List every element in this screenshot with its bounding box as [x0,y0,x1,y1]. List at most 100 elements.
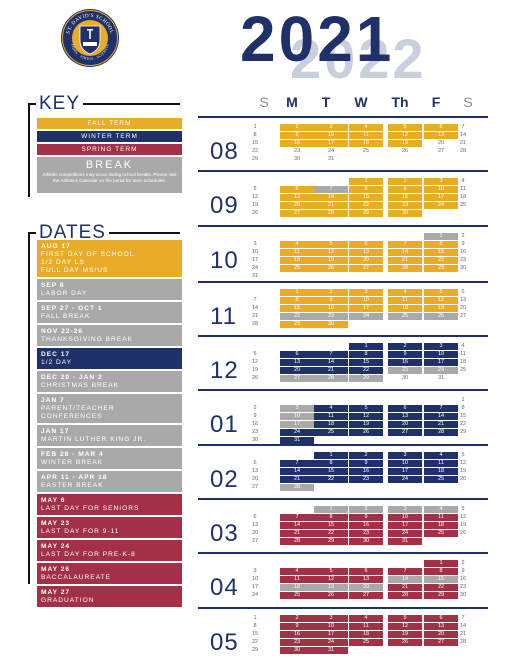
calendar-day: 14 [314,194,348,201]
calendar-day: 7 [388,568,422,575]
calendar-day: 29 [424,592,458,599]
calendar-day: 16 [349,468,383,475]
calendar-day: 13 [280,359,314,366]
date-entry: SEP 6 LABOR DAY [37,279,182,300]
date-entry-date: FEB 28 - MAR 4 [41,451,104,458]
calendar-day: 13 [424,623,458,630]
calendar-day: 17 [388,468,422,475]
calendar-day: 30 [388,210,422,217]
calendar-day: 28 [388,592,422,599]
calendar-day: 5 [253,351,257,357]
calendar-day: 27 [280,210,314,217]
calendar-day: 28 [280,484,314,491]
calendar-day: 1 [253,124,257,130]
calendar-day: 24 [424,367,458,374]
calendar-day: 27 [424,639,458,646]
calendar-day: 4 [424,452,458,459]
calendar-day: 15 [251,631,259,637]
calendar-day: 16 [314,305,348,312]
date-entry-date: DEC 17 [41,351,71,358]
calendar-day: 17 [424,359,458,366]
calendar-day: 23 [349,530,383,537]
month-block: 05 1 2 3 4 5 6 7 8 9 10 11 12 13 14 15 16 17 18 19 20 21 22 23 2… [198,607,488,659]
calendar-day: 29 [314,538,348,545]
calendar-day: 8 [253,132,257,138]
calendar-day: 12 [424,297,458,304]
calendar-day: 18 [388,305,422,312]
month-block: 02 1 2 3 4 5 6 7 8 9 10 11 12 13 14 15 16 17 18 19 20 21 22 23 2… [198,444,488,496]
calendar-day: 9 [314,297,348,304]
calendar-day: 11 [424,460,458,467]
calendar-day: 11 [314,413,348,420]
calendar-day: 14 [314,359,348,366]
calendar-day: 22 [349,367,383,374]
month-number: 02 [210,466,239,493]
calendar-day: 14 [280,468,314,475]
calendar-day: 12 [459,514,467,520]
calendar-day: 25 [314,429,348,436]
calendar-day: 17 [314,140,348,147]
calendar-day: 21 [459,140,467,146]
calendar-day: 2 [388,343,422,350]
month-divider [198,225,488,227]
calendar-day: 27 [388,429,422,436]
calendar-day: 22 [251,639,259,645]
calendar-day: 7 [280,514,314,521]
calendar-day: 18 [459,194,467,200]
calendar-day: 8 [424,241,458,248]
calendar-day: 1 [349,343,383,350]
calendar-day: 27 [349,265,383,272]
month-block: 10 1 2 3 4 5 6 7 8 9 10 11 12 13 14 15 16 17 18 19 20 21 22 23 2… [198,225,488,279]
calendar-day: 22 [424,257,458,264]
calendar-day: 18 [280,257,314,264]
calendar-day: 18 [314,421,348,428]
calendar-day: 6 [253,460,257,466]
calendar-day: 7 [461,124,465,130]
calendar-day: 27 [251,484,259,490]
calendar-day: 4 [461,178,465,184]
calendar-day: 7 [388,241,422,248]
calendar-day: 11 [349,623,383,630]
date-entry-label: FALL BREAK [41,313,91,320]
calendar-day: 21 [388,257,422,264]
calendar-day: 14 [388,249,422,256]
calendar-day: 10 [424,351,458,358]
calendar-day: 23 [388,367,422,374]
month-divider [198,552,488,554]
calendar-day: 12 [459,460,467,466]
weekday-label: F [431,94,441,110]
date-entry: NOV 22-26 THANKSGIVING BREAK [37,325,182,346]
calendar-day: 21 [280,476,314,483]
calendar-day: 19 [349,421,383,428]
date-entry-label: THANKSGIVING BREAK [41,336,134,343]
date-entry-label: GRADUATION [41,597,95,604]
calendar-day: 20 [349,584,383,591]
calendar-day: 20 [459,305,467,311]
calendar-day: 31 [280,437,314,444]
calendar-day: 20 [424,631,458,638]
calendar-day: 18 [424,522,458,529]
calendar-day: 28 [459,639,467,645]
date-entry-date: DEC 20 - JAN 2 [41,374,103,381]
calendar-day: 22 [280,313,314,320]
calendar-day: 3 [280,405,314,412]
calendar-day: 28 [314,375,348,382]
month-number: 03 [210,520,239,547]
calendar-day: 5 [253,186,257,192]
calendar-day: 23 [280,639,314,646]
month-block: 08 1 2 3 4 5 6 7 8 9 10 11 12 13 14 15 16 17 18 19 20 21 22 23 2… [198,116,488,168]
month-block: 12 1 2 3 4 5 6 7 8 9 10 11 12 13 14 15 16 17 18 19 20 21 22 23 2… [198,335,488,387]
calendar-day: 2 [349,452,383,459]
calendar-day: 22 [314,530,348,537]
date-entry-date: SEP 27 - OCT 1 [41,305,103,312]
calendar-day: 17 [314,631,348,638]
date-entry-date: MAY 6 [41,497,66,504]
calendar-day: 10 [388,460,422,467]
calendar-day: 11 [460,186,466,192]
calendar-day: 8 [424,568,458,575]
calendar-day: 24 [251,592,259,598]
year-text: 2021 [240,3,395,75]
calendar-day: 26 [314,592,348,599]
calendar-day: 13 [349,576,383,583]
calendar-day: 10 [251,576,259,582]
